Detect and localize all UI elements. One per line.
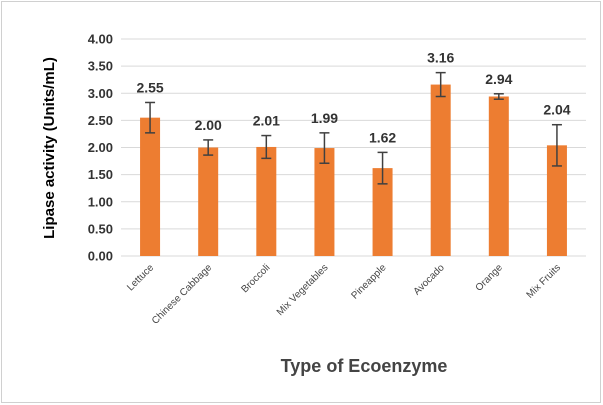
- y-tick-label: 4.00: [88, 32, 113, 47]
- bar: [314, 148, 335, 256]
- error-bar: [377, 151, 388, 185]
- error-bar: [319, 132, 330, 164]
- bar: [372, 168, 393, 256]
- y-axis-ticks: 0.00 0.50 1.00 1.50 2.00 2.50 3.00 3.50 4.00: [88, 32, 113, 264]
- x-tick-label: Mix Vegetables: [275, 262, 331, 318]
- x-axis-label: Type of Ecoenzyme: [281, 356, 448, 376]
- x-tick-label: Broccoli: [239, 262, 272, 295]
- bar: [430, 84, 451, 256]
- error-bar: [435, 71, 446, 98]
- x-tick-label: Chinese Cabbage: [150, 262, 215, 327]
- data-label: 2.04: [543, 102, 570, 118]
- x-tick-label: Pineapple: [349, 262, 389, 302]
- y-tick-label: 0.00: [88, 249, 113, 264]
- gridlines: [121, 38, 586, 257]
- x-tick-label: Orange: [474, 262, 506, 294]
- bar: [198, 147, 219, 256]
- error-bar: [145, 101, 156, 134]
- bar: [256, 146, 277, 256]
- y-tick-label: 1.50: [88, 167, 113, 182]
- x-tick-label: Avocado: [412, 262, 447, 297]
- y-axis-label: Lipase activity (Units/mL): [41, 57, 58, 239]
- data-label: 2.94: [485, 71, 512, 87]
- error-bar: [203, 139, 214, 156]
- data-labels: 2.55 2.00 2.01 1.99 1.62 3.16 2.94 2.04: [136, 50, 570, 146]
- y-tick-label: 2.00: [88, 140, 113, 155]
- data-label: 3.16: [427, 50, 454, 66]
- y-tick-label: 3.00: [88, 86, 113, 101]
- x-tick-label: Lettuce: [125, 262, 156, 293]
- error-bars: [145, 71, 562, 185]
- y-tick-label: 2.50: [88, 113, 113, 128]
- error-bar: [551, 123, 562, 167]
- data-label: 2.55: [136, 79, 163, 95]
- bar: [140, 117, 161, 256]
- bars: [140, 84, 567, 256]
- y-tick-label: 1.00: [88, 194, 113, 209]
- error-bar: [261, 134, 272, 160]
- bar: [488, 96, 509, 256]
- data-label: 1.62: [369, 129, 396, 145]
- x-tick-label: Mix Fruits: [525, 262, 563, 300]
- data-label: 2.01: [253, 113, 280, 129]
- error-bar: [493, 93, 504, 100]
- data-label: 1.99: [311, 110, 338, 126]
- y-tick-label: 0.50: [88, 221, 113, 236]
- y-tick-label: 3.50: [88, 59, 113, 74]
- data-label: 2.00: [195, 117, 222, 133]
- bar: [546, 145, 567, 256]
